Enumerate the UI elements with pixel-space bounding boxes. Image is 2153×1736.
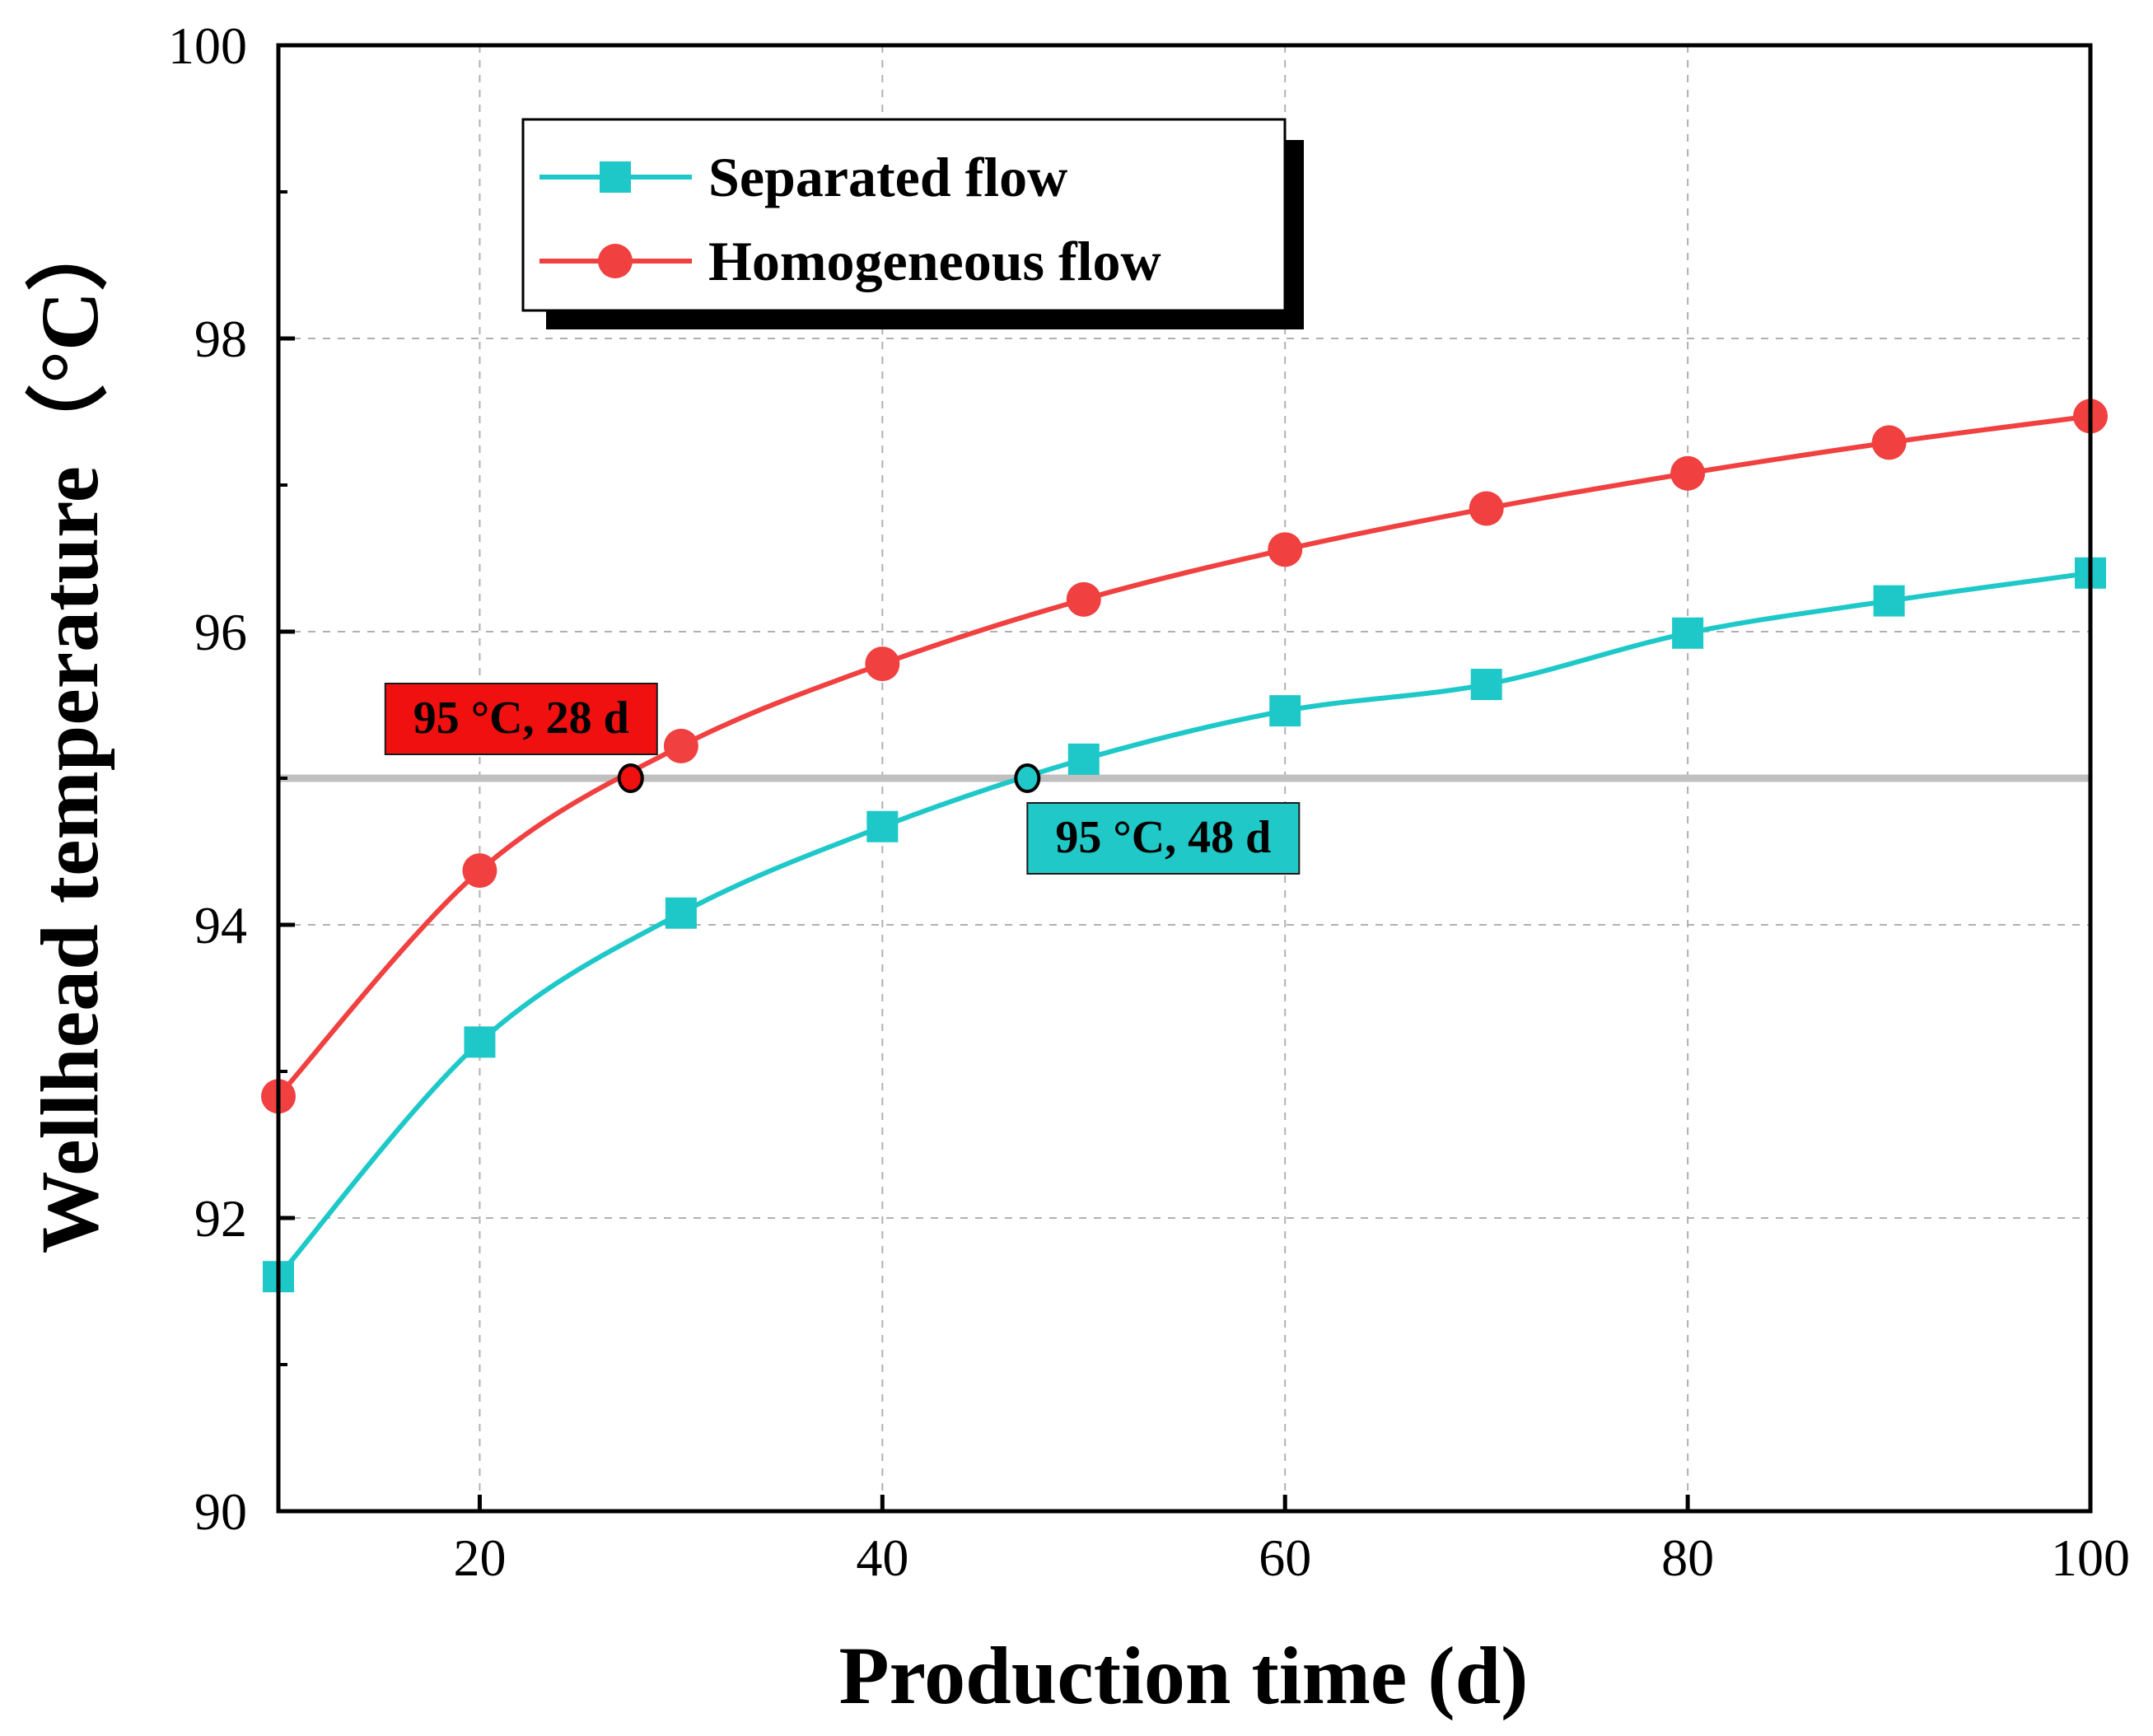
data-point-square	[665, 897, 697, 929]
data-point-circle	[1670, 455, 1706, 491]
series-line-1	[276, 413, 2091, 1099]
intersection-point	[617, 763, 644, 793]
annotation-layer: 95 °C, 28 d 95 °C, 48 d	[384, 683, 1301, 875]
y-tick-label: 100	[168, 16, 247, 75]
y-tick-label: 92	[194, 1189, 247, 1248]
y-tick-label: 94	[194, 896, 247, 954]
data-point-square	[1470, 669, 1502, 701]
y-axis-title: Wellhead temperature（°C）	[24, 209, 115, 1254]
y-tick-label: 90	[194, 1482, 247, 1541]
data-point-square	[1873, 585, 1905, 617]
intersection-point	[1014, 763, 1041, 793]
y-tick-label: 96	[194, 603, 247, 661]
data-point-square	[866, 810, 899, 842]
data-point-square	[1672, 617, 1704, 649]
annotation-label: 95 °C, 48 d	[1055, 812, 1271, 863]
annotation-label: 95 °C, 28 d	[413, 693, 629, 744]
axis-ticks: 20 40 60 80 100 90 92 94 96 98 100	[168, 16, 2130, 1587]
data-point-square	[1269, 695, 1301, 727]
data-point-circle	[865, 646, 900, 682]
data-point-circle	[1066, 581, 1101, 617]
annotation-box	[1026, 802, 1301, 875]
data-point-square	[464, 1026, 496, 1058]
legend-marker-separated	[600, 161, 631, 193]
data-point-square	[1067, 743, 1100, 775]
series-layer	[276, 413, 2091, 1279]
x-tick-label: 80	[1661, 1528, 1714, 1587]
annotation-box	[384, 683, 658, 755]
series-line-0	[276, 570, 2091, 1279]
data-point-circle	[462, 853, 497, 889]
x-tick-label: 40	[856, 1528, 908, 1587]
x-tick-label: 100	[2051, 1528, 2130, 1587]
data-point-circle	[1871, 425, 1907, 460]
data-point-circle	[1268, 532, 1303, 567]
data-point-circle	[1469, 491, 1504, 526]
legend-label-homogeneous: Homogeneous flow	[708, 230, 1161, 292]
x-tick-label: 20	[453, 1528, 506, 1587]
x-axis-title: Production time (d)	[839, 1630, 1529, 1721]
legend-label-separated: Separated flow	[708, 146, 1067, 208]
legend: Separated flow Homogeneous flow	[521, 118, 1304, 329]
legend-marker-homogeneous	[598, 244, 633, 278]
y-tick-label: 98	[194, 310, 247, 368]
data-point-circle	[663, 728, 698, 763]
x-tick-label: 60	[1259, 1528, 1311, 1587]
legend-box	[521, 118, 1287, 312]
